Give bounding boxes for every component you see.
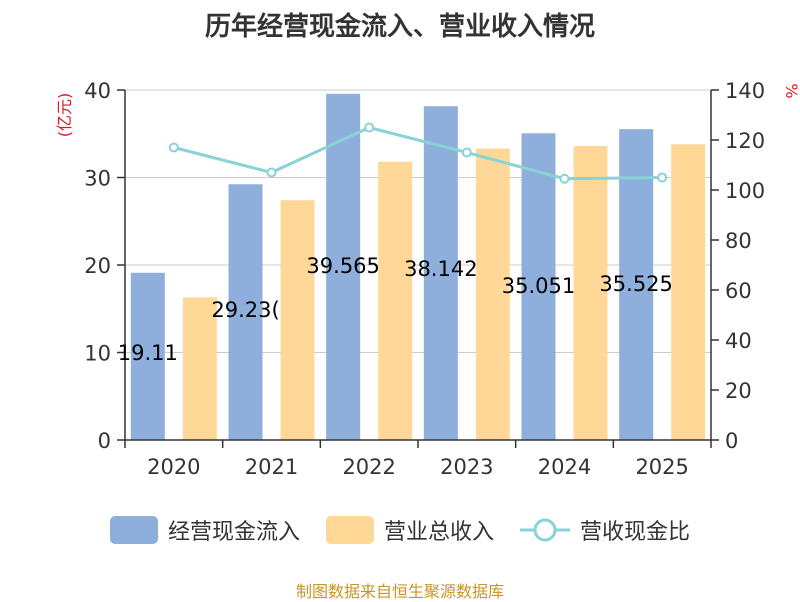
y-right-tick-label: 100 (725, 179, 765, 203)
ratio-point (364, 122, 375, 133)
bar-revenue (280, 200, 315, 440)
ratio-point (559, 173, 570, 184)
y-left-tick-label: 0 (98, 429, 111, 453)
x-tick-label: 2021 (245, 455, 298, 479)
y-right-tick-label: 0 (725, 429, 738, 453)
x-tick-label: 2024 (538, 455, 591, 479)
data-label-cash-inflow: 35.051 (502, 274, 575, 298)
x-tick-label: 2025 (635, 455, 688, 479)
bar-cash-inflow (326, 93, 361, 441)
legend-label-revenue: 营业总收入 (383, 520, 494, 545)
y-right-tick-label: 40 (725, 329, 752, 353)
bar-revenue (573, 146, 608, 440)
legend-label-cash-inflow: 经营现金流入 (167, 520, 300, 545)
y-right-axis-label: % (782, 83, 800, 98)
legend-swatch-cash-inflow (109, 516, 158, 544)
ratio-point (168, 142, 179, 153)
y-right-tick-label: 80 (725, 229, 752, 253)
y-right-tick-label: 140 (725, 79, 765, 103)
y-left-axis-label: (亿元) (55, 93, 74, 138)
x-tick-label: 2023 (440, 455, 493, 479)
bar-cash-inflow (619, 129, 654, 440)
legend-item-revenue[interactable]: 营业总收入 (325, 514, 494, 546)
bar-revenue (182, 297, 217, 440)
bar-revenue (378, 161, 413, 440)
data-label-cash-inflow: 29.23( (211, 298, 279, 322)
legend-item-cash-inflow[interactable]: 经营现金流入 (109, 514, 300, 546)
data-label-cash-inflow: 35.525 (599, 272, 672, 296)
ratio-point (461, 147, 472, 158)
bar-cash-inflow (423, 106, 458, 440)
legend-swatch-ratio (520, 518, 570, 542)
y-right-tick-label: 20 (725, 379, 752, 403)
y-left-tick-label: 20 (84, 254, 111, 278)
y-left-tick-label: 40 (84, 79, 111, 103)
chart-title: 历年经营现金流入、营业收入情况 (204, 12, 595, 42)
y-left-tick-label: 10 (84, 342, 111, 366)
data-label-cash-inflow: 39.565 (306, 254, 379, 278)
bar-cash-inflow (130, 272, 165, 440)
ratio-point (266, 167, 277, 178)
bar-cash-inflow (521, 133, 556, 440)
legend-label-ratio: 营收现金比 (580, 520, 691, 545)
data-label-cash-inflow: 19.11 (118, 341, 178, 365)
y-left-tick-label: 30 (84, 167, 111, 191)
legend-item-ratio[interactable]: 营收现金比 (520, 514, 690, 546)
data-label-cash-inflow: 38.142 (404, 257, 477, 281)
bar-cash-inflow (228, 184, 263, 440)
legend: 经营现金流入 营业总收入 营收现金比 (0, 514, 800, 546)
ratio-line (173, 125, 663, 181)
bar-revenue (671, 144, 706, 440)
x-tick-label: 2020 (147, 455, 200, 479)
ratio-point (657, 172, 668, 183)
y-right-tick-label: 60 (725, 279, 752, 303)
y-right-tick-label: 120 (725, 129, 765, 153)
source-note: 制图数据来自恒生聚源数据库 (295, 582, 504, 601)
legend-swatch-revenue (325, 516, 374, 544)
x-tick-label: 2022 (342, 455, 395, 479)
bar-revenue (475, 148, 510, 440)
